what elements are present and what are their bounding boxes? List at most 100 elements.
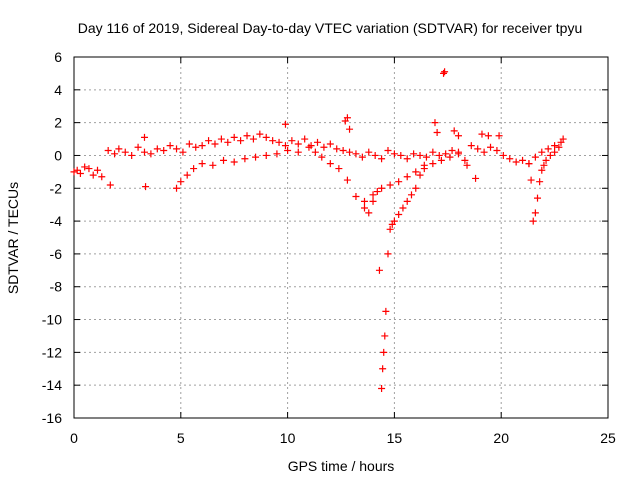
data-point xyxy=(275,138,283,146)
x-tick-label: 5 xyxy=(177,430,185,446)
y-axis-label: SDTVAR / TECUs xyxy=(5,182,21,294)
data-point xyxy=(371,151,379,159)
data-point xyxy=(314,138,322,146)
data-point xyxy=(230,158,238,166)
data-point xyxy=(416,171,424,179)
data-point xyxy=(198,160,206,168)
data-point xyxy=(386,225,394,233)
data-point xyxy=(512,158,520,166)
data-point xyxy=(446,153,454,161)
data-series xyxy=(106,68,503,191)
data-point xyxy=(190,165,198,173)
data-point xyxy=(183,171,191,179)
data-point xyxy=(104,147,112,155)
data-point xyxy=(378,184,386,192)
data-point xyxy=(85,165,93,173)
data-markers xyxy=(70,68,567,392)
data-point xyxy=(531,209,539,217)
data-point xyxy=(420,161,428,169)
y-tick-label: 4 xyxy=(54,82,62,98)
data-point xyxy=(454,148,462,156)
data-point xyxy=(230,133,238,141)
data-point xyxy=(493,147,501,155)
data-point xyxy=(147,150,155,158)
data-point xyxy=(140,148,148,156)
data-point xyxy=(360,204,368,212)
data-point xyxy=(343,176,351,184)
data-point xyxy=(185,140,193,148)
y-tick-label: -14 xyxy=(42,377,62,393)
data-point xyxy=(384,147,392,155)
data-point xyxy=(538,148,546,156)
data-point xyxy=(73,166,81,174)
data-point xyxy=(454,132,462,140)
data-point xyxy=(440,69,448,77)
data-series xyxy=(70,130,565,181)
data-point xyxy=(173,145,181,153)
chart-grid xyxy=(74,57,608,418)
data-point xyxy=(339,147,347,155)
data-point xyxy=(525,160,533,168)
data-point xyxy=(365,148,373,156)
data-point xyxy=(153,145,161,153)
data-point xyxy=(365,209,373,217)
data-point xyxy=(403,197,411,205)
data-point xyxy=(241,155,249,163)
data-point xyxy=(237,137,245,145)
data-point xyxy=(435,151,443,159)
data-point xyxy=(484,132,492,140)
data-point xyxy=(360,197,368,205)
data-point xyxy=(540,161,548,169)
data-point xyxy=(288,137,296,145)
data-point xyxy=(373,188,381,196)
data-point xyxy=(352,150,360,158)
data-point xyxy=(399,204,407,212)
data-point xyxy=(542,156,550,164)
data-point xyxy=(121,148,129,156)
data-point xyxy=(70,168,78,176)
y-tick-label: -8 xyxy=(50,279,63,295)
data-point xyxy=(407,191,415,199)
data-point xyxy=(262,133,270,141)
data-point xyxy=(243,132,251,140)
data-series xyxy=(173,143,480,212)
data-point xyxy=(448,147,456,155)
data-point xyxy=(429,160,437,168)
data-point xyxy=(384,250,392,258)
data-point xyxy=(527,176,535,184)
data-point xyxy=(380,348,388,356)
data-point xyxy=(467,142,475,150)
data-point xyxy=(538,166,546,174)
data-point xyxy=(433,128,441,136)
data-point xyxy=(301,135,309,143)
data-point xyxy=(450,127,458,135)
data-point xyxy=(495,132,503,140)
x-axis-label: GPS time / hours xyxy=(288,458,395,474)
data-point xyxy=(346,148,354,156)
data-point xyxy=(256,130,264,138)
data-point xyxy=(346,125,354,133)
chart-title: Day 116 of 2019, Sidereal Day-to-day VTE… xyxy=(78,20,582,36)
y-tick-label: -10 xyxy=(42,312,62,328)
data-point xyxy=(115,145,123,153)
y-tick-label: -4 xyxy=(50,213,63,229)
y-tick-label: 6 xyxy=(54,49,62,65)
data-point xyxy=(81,163,89,171)
data-point xyxy=(499,151,507,159)
data-point xyxy=(559,135,567,143)
data-point xyxy=(179,148,187,156)
data-point xyxy=(320,143,328,151)
data-point xyxy=(281,142,289,150)
data-point xyxy=(410,150,418,158)
data-point xyxy=(318,153,326,161)
data-point xyxy=(294,140,302,148)
y-tick-label: -12 xyxy=(42,344,62,360)
data-point xyxy=(269,137,277,145)
data-point xyxy=(546,151,554,159)
data-point xyxy=(177,178,185,186)
data-point xyxy=(333,145,341,153)
data-point xyxy=(111,150,119,158)
data-point xyxy=(273,150,281,158)
data-point xyxy=(198,142,206,150)
data-point xyxy=(506,155,514,163)
